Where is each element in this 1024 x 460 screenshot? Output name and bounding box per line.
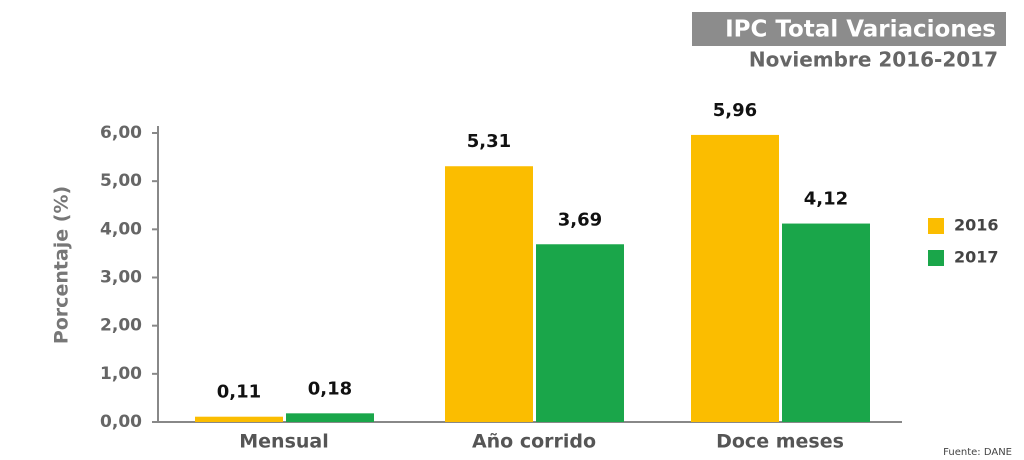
y-tick-label: 3,00 xyxy=(100,268,142,288)
value-label: 0,18 xyxy=(308,378,352,399)
x-tick-label: Doce meses xyxy=(716,431,844,453)
title-box xyxy=(692,12,1006,46)
y-tick-label: 2,00 xyxy=(100,316,142,336)
bar xyxy=(445,166,533,422)
chart-title: IPC Total Variaciones xyxy=(725,17,996,43)
bar xyxy=(195,416,283,422)
value-label: 0,11 xyxy=(217,382,261,403)
bar xyxy=(782,223,870,422)
legend-swatch xyxy=(928,218,944,234)
y-tick-label: 6,00 xyxy=(100,123,142,143)
value-label: 4,12 xyxy=(804,189,848,210)
value-label: 3,69 xyxy=(558,209,602,230)
value-label: 5,31 xyxy=(467,131,511,152)
legend-label: 2016 xyxy=(954,216,999,235)
chart-subtitle: Noviembre 2016-2017 xyxy=(749,48,998,72)
y-axis-label: Porcentaje (%) xyxy=(51,186,73,344)
legend-swatch xyxy=(928,250,944,266)
y-tick-label: 0,00 xyxy=(100,412,142,432)
y-tick-label: 1,00 xyxy=(100,364,142,384)
bar xyxy=(691,134,779,422)
x-tick-label: Mensual xyxy=(239,431,329,453)
value-label: 5,96 xyxy=(713,100,757,121)
bar xyxy=(286,413,374,422)
bar xyxy=(536,244,624,422)
source: Fuente: DANE xyxy=(943,447,1012,458)
y-tick-label: 5,00 xyxy=(100,171,142,191)
x-tick-label: Año corrido xyxy=(472,431,596,453)
y-tick-label: 4,00 xyxy=(100,219,142,239)
legend-label: 2017 xyxy=(954,248,999,267)
